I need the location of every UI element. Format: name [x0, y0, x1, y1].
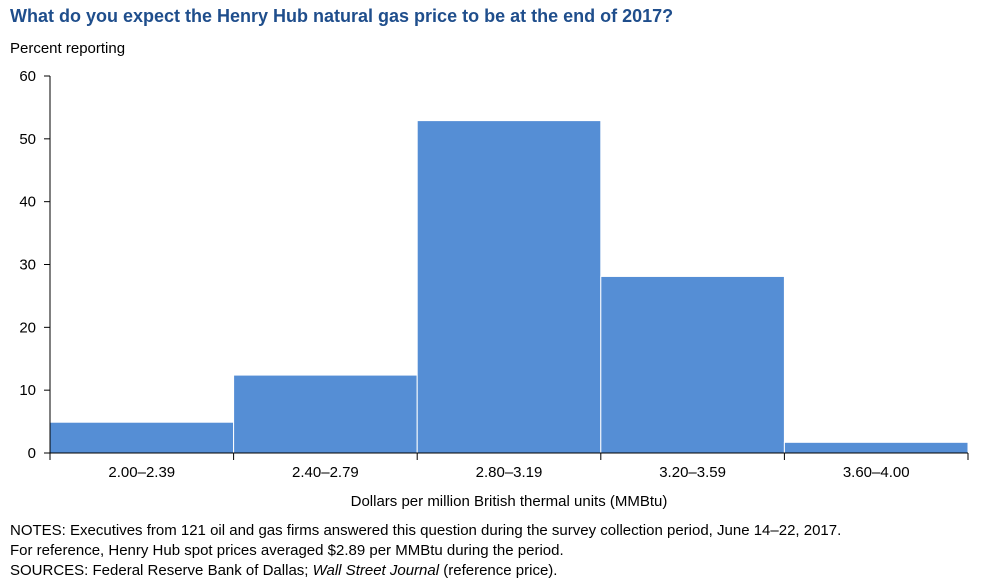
sources-line: SOURCES: Federal Reserve Bank of Dallas;…: [10, 561, 841, 581]
y-tick-label: 0: [28, 445, 36, 462]
x-tick-label: 2.00–2.39: [108, 464, 175, 481]
sources-prefix: SOURCES: Federal Reserve Bank of Dallas;: [10, 562, 313, 579]
bar: [416, 120, 602, 454]
bar: [783, 441, 969, 454]
x-axis-label: Dollars per million British thermal unit…: [351, 493, 668, 510]
y-tick-label: 30: [19, 257, 36, 274]
y-tick-label: 10: [19, 382, 36, 399]
bars: [49, 120, 969, 454]
notes-line-2: For reference, Henry Hub spot prices ave…: [10, 542, 564, 559]
x-tick-label: 2.80–3.19: [476, 464, 543, 481]
sources-suffix: (reference price).: [439, 562, 558, 579]
y-tick-label: 40: [19, 194, 36, 211]
bar: [49, 421, 235, 454]
sources-italic: Wall Street Journal: [312, 562, 440, 579]
y-tick-label: 60: [19, 68, 36, 85]
x-tick-label: 2.40–2.79: [292, 464, 359, 481]
x-tick-label: 3.60–4.00: [843, 464, 910, 481]
notes-line-1: NOTES: Executives from 121 oil and gas f…: [10, 522, 842, 539]
x-axis: 2.00–2.39 2.40–2.79 2.80–3.19 3.20–3.59 3.60…: [49, 453, 969, 481]
x-tick-label: 3.20–3.59: [659, 464, 726, 481]
y-axis-label: Percent reporting: [10, 40, 126, 57]
y-axis: 0 10 20 30 40 50 60: [19, 68, 50, 462]
y-tick-label: 20: [19, 319, 36, 336]
chart-title: What do you expect the Henry Hub natural…: [10, 6, 674, 26]
bar: [600, 275, 785, 454]
histogram-chart: 0 10 20 30 40 50 60 2.00–2.39 2.40–2.79 2.80–3.1…: [19, 68, 969, 510]
y-tick-label: 50: [19, 131, 36, 148]
bar: [233, 374, 418, 454]
notes: NOTES: Executives from 121 oil and gas f…: [10, 521, 841, 581]
